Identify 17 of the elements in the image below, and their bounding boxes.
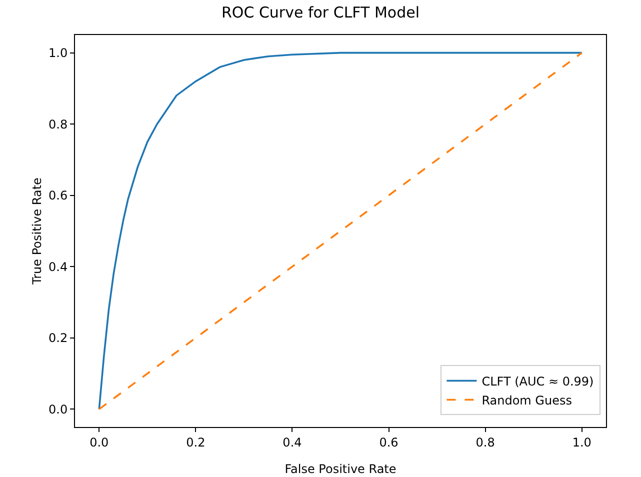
x-tick-label: 0.0: [90, 435, 109, 450]
x-axis-title: False Positive Rate: [284, 462, 396, 476]
y-tick-label: 0.6: [48, 188, 68, 203]
y-tick-label: 0.4: [48, 260, 68, 274]
x-tick-label: 0.2: [186, 435, 206, 450]
y-axis-title: True Positive Rate: [30, 178, 44, 286]
y-tick-label: 1.0: [48, 46, 68, 60]
y-tick-label: 0.0: [48, 402, 68, 416]
chart-title: ROC Curve for CLFT Model: [221, 4, 420, 22]
x-tick-label: 0.6: [379, 435, 398, 450]
y-tick-label: 0.2: [48, 331, 68, 346]
y-tick-label: 0.8: [48, 117, 68, 132]
x-tick-label: 0.4: [282, 435, 302, 450]
x-tick-label: 0.8: [476, 435, 495, 450]
x-tick-label: 1.0: [572, 435, 592, 450]
legend-label: Random Guess: [482, 393, 572, 408]
legend-label: CLFT (AUC ≈ 0.99): [482, 374, 594, 388]
